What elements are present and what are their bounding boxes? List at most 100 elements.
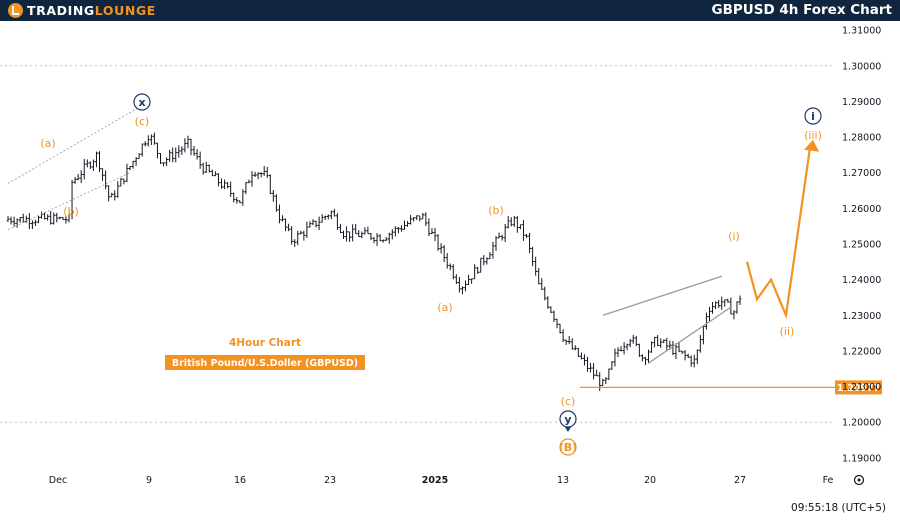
candle [226,182,229,189]
candle [37,215,40,224]
candle [613,348,617,367]
settings-gear-icon-center [857,478,861,482]
candle [104,170,107,190]
candle [519,224,522,230]
candle [43,212,46,220]
projection-path [745,147,812,320]
candle [397,226,400,234]
candle [424,212,428,227]
candle [543,286,547,301]
candle [403,220,406,230]
candle [732,310,736,320]
logo-main: TRADING [27,3,95,18]
y-tick-label: 1.30000 [842,61,881,72]
candle [15,218,19,228]
candle [143,141,147,147]
wave-label: (a) [40,137,55,150]
y-tick-label: 1.28000 [842,133,881,144]
candle [558,323,562,334]
candle [467,274,470,285]
wave-label: (c) [561,395,576,408]
candle [528,233,531,254]
candle [180,146,184,155]
settings-gear-icon [853,474,865,486]
candle [207,164,211,173]
candle [244,182,248,195]
logo-accent: LOUNGE [94,3,156,18]
candle [537,268,541,285]
candle [232,192,236,203]
candle [726,298,730,303]
candle [622,342,626,355]
candle [552,310,556,323]
candle [101,168,104,181]
candle [406,221,409,227]
candle [592,363,595,380]
candle [671,341,675,356]
candle [555,318,559,329]
logo-text: TRADINGLOUNGE [27,3,156,18]
current-price-label: 1.20977 [837,383,880,394]
candle [497,232,501,239]
candle [720,296,724,310]
x-tick-label: 13 [557,475,569,486]
candle [320,214,324,223]
candle [241,189,245,206]
candle [296,230,300,246]
x-tick-label: 2025 [422,475,448,486]
candle [641,354,644,362]
candle [665,337,669,351]
candle [561,329,565,342]
candle [31,220,34,229]
candle [702,325,705,345]
candle [317,216,321,231]
candle [95,151,98,168]
candle [366,226,370,235]
candle [393,226,397,237]
logo-chart-icon [8,3,23,18]
candle [351,224,355,242]
candle [107,185,111,202]
candle [73,176,77,184]
wave-label: (i) [728,230,740,243]
candle [531,246,534,267]
candle [311,219,315,226]
candle [625,343,629,351]
candle [326,214,330,220]
candle [445,253,449,269]
candle [162,162,165,167]
candle [134,156,138,166]
candle [79,170,83,184]
candle [24,215,28,223]
candle [174,147,178,163]
candle [21,213,25,223]
candle [387,232,391,244]
candle [177,145,181,158]
candle [195,149,199,160]
candle [506,215,510,229]
candle [82,158,86,180]
wave-label-circle [133,93,151,111]
candle [470,278,473,284]
candle [201,162,205,175]
y-tick-label: 1.26000 [842,204,881,215]
candle [723,299,727,307]
candle [281,215,284,222]
wedge-upper-line [602,275,723,316]
candle [677,341,681,353]
candle [372,236,376,244]
candle [378,233,382,242]
candle [268,174,272,195]
current-price-badge [835,380,882,395]
candle [308,221,312,228]
candle [381,239,385,243]
candle [433,228,437,242]
wave-label-circle [804,107,822,125]
candle [27,213,31,230]
tradinglounge-logo: TRADINGLOUNGE [8,1,156,20]
candle [631,334,635,344]
candle [40,211,43,219]
candle [564,339,568,345]
candle [525,234,528,239]
